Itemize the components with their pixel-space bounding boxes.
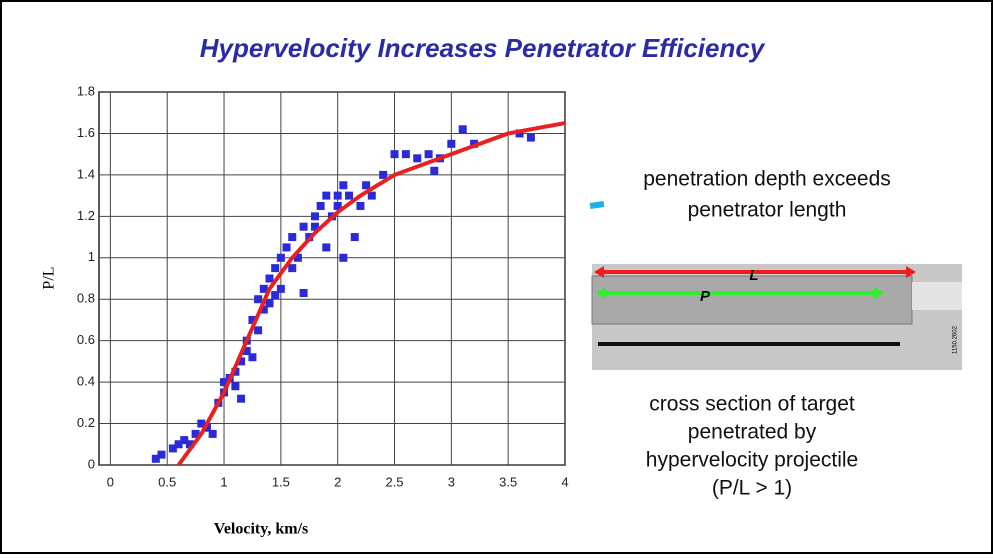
y-tick-label: 1: [88, 249, 95, 264]
data-point: [293, 253, 302, 262]
data-point: [310, 222, 319, 231]
fit-curve: [176, 121, 566, 467]
length-label: L: [749, 267, 758, 284]
x-tick-label: 3: [448, 474, 455, 489]
data-point: [220, 378, 229, 387]
data-point: [515, 129, 524, 138]
annotation: penetrator length: [688, 199, 847, 222]
data-point: [310, 212, 319, 221]
data-point: [276, 284, 285, 293]
data-point: [526, 133, 535, 142]
data-point: [413, 154, 422, 163]
y-tick-label: 1.8: [77, 83, 95, 98]
data-point: [151, 454, 160, 463]
data-point: [339, 181, 348, 190]
annotation: penetration depth exceeds: [643, 168, 891, 191]
data-point: [254, 326, 263, 335]
x-tick-label: 1: [220, 474, 227, 489]
data-point: [157, 450, 166, 459]
data-point: [356, 201, 365, 210]
arrow-head: [906, 266, 916, 278]
data-point: [248, 353, 257, 362]
data-point: [424, 150, 433, 159]
data-point: [242, 347, 251, 356]
caption: (P/L > 1): [712, 477, 792, 500]
data-point: [288, 233, 297, 242]
data-point: [345, 191, 354, 200]
x-tick-label: 2: [334, 474, 341, 489]
data-point: [447, 139, 456, 148]
data-point: [282, 243, 291, 252]
data-point: [339, 253, 348, 262]
caption: cross section of target: [649, 393, 855, 416]
data-point: [168, 444, 177, 453]
data-point: [322, 243, 331, 252]
data-point: [259, 305, 268, 314]
data-point: [208, 429, 217, 438]
y-tick-label: 1.6: [77, 125, 95, 140]
data-point: [248, 315, 257, 324]
caption: penetrated by: [688, 421, 817, 444]
data-point: [322, 191, 331, 200]
data-point: [333, 201, 342, 210]
depth-label: P: [700, 288, 711, 305]
data-point: [174, 440, 183, 449]
y-tick-label: 1.4: [77, 166, 95, 181]
data-point: [299, 222, 308, 231]
rod-remnant: [912, 282, 962, 310]
data-point: [362, 181, 371, 190]
x-tick-label: 2.5: [385, 474, 403, 489]
data-point: [288, 264, 297, 273]
slide-title: Hypervelocity Increases Penetrator Effic…: [200, 33, 766, 63]
data-point: [237, 394, 246, 403]
data-point: [237, 357, 246, 366]
data-point: [401, 150, 410, 159]
arrow-head: [874, 287, 884, 299]
y-tick-label: 1.2: [77, 208, 95, 223]
data-point: [265, 274, 274, 283]
x-tick-label: 0: [107, 474, 114, 489]
data-point: [197, 419, 206, 428]
plot-area: [98, 91, 566, 466]
y-tick-label: 0.8: [77, 291, 95, 306]
data-point: [350, 233, 359, 242]
data-point: [271, 264, 280, 273]
data-point: [185, 440, 194, 449]
x-tick-label: 3.5: [499, 474, 517, 489]
data-point: [333, 191, 342, 200]
accent-dash: [589, 201, 605, 209]
data-point: [367, 191, 376, 200]
arrow-head: [596, 287, 606, 299]
x-tick-label: 0.5: [158, 474, 176, 489]
data-point: [254, 295, 263, 304]
data-point: [231, 367, 240, 376]
image-code: 1150.2602: [953, 325, 959, 354]
data-point: [390, 150, 399, 159]
data-point: [316, 201, 325, 210]
y-tick-label: 0.6: [77, 332, 95, 347]
data-point: [299, 289, 308, 298]
data-point: [379, 170, 388, 179]
data-point: [231, 382, 240, 391]
data-point: [430, 166, 439, 175]
y-tick-label: 0.4: [77, 374, 95, 389]
photo: L P 1150.2602: [591, 264, 962, 370]
x-tick-label: 4: [561, 474, 568, 489]
data-point: [458, 125, 467, 134]
data-point: [259, 284, 268, 293]
y-axis-label: P/L: [41, 266, 58, 289]
caption: hypervelocity projectile: [646, 449, 858, 472]
x-axis-label: Velocity, km/s: [214, 521, 309, 538]
data-point: [265, 299, 274, 308]
data-point: [180, 436, 189, 445]
data-point: [276, 253, 285, 262]
y-tick-label: 0.2: [77, 415, 95, 430]
y-tick-label: 0: [88, 456, 95, 471]
x-tick-label: 1.5: [272, 474, 290, 489]
data-point: [271, 291, 280, 300]
arrow-head: [594, 266, 604, 278]
data-point: [191, 429, 200, 438]
